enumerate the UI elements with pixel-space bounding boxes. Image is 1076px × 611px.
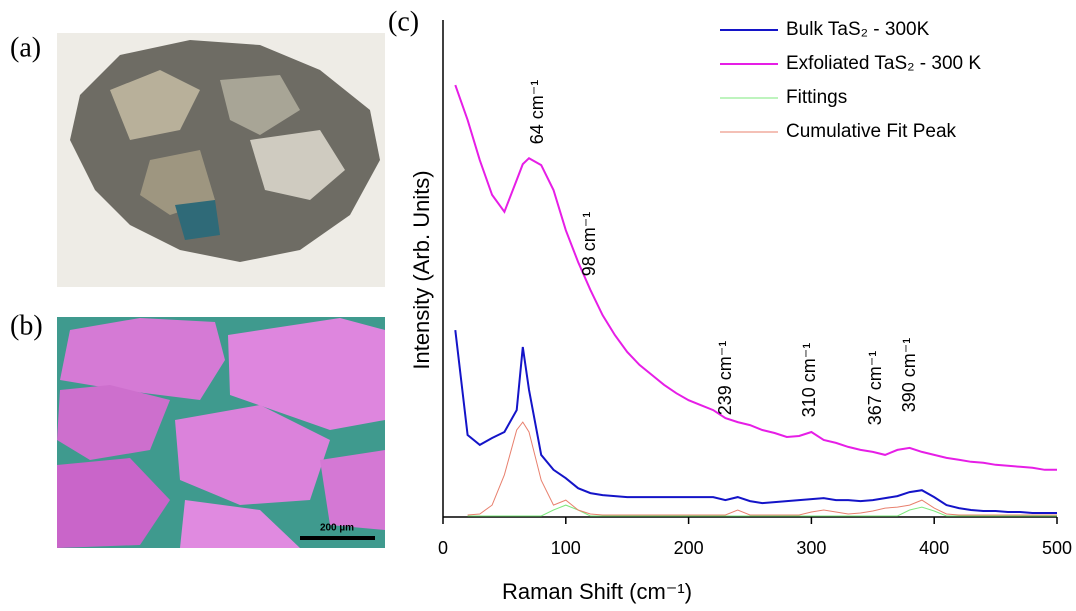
panel-label: (b) bbox=[10, 310, 43, 341]
legend-label: Fittings bbox=[786, 87, 847, 108]
legend-label: Bulk TaS₂ - 300K bbox=[786, 19, 930, 40]
series-line bbox=[468, 422, 1057, 515]
peak-annotation: 367 cm⁻¹ bbox=[865, 351, 885, 426]
peak-annotation: 239 cm⁻¹ bbox=[715, 341, 735, 416]
x-tick-label: 100 bbox=[551, 538, 581, 558]
y-axis-label: Intensity (Arb. Units) bbox=[409, 170, 434, 369]
panel-label: (a) bbox=[10, 32, 41, 63]
figure: 200 µm (a) (b) (c) Raman Shift (cm⁻¹) In… bbox=[0, 0, 1076, 611]
peak-annotation: 390 cm⁻¹ bbox=[899, 338, 919, 413]
x-tick-label: 300 bbox=[796, 538, 826, 558]
x-axis-label: Raman Shift (cm⁻¹) bbox=[502, 579, 692, 604]
peak-annotation: 310 cm⁻¹ bbox=[799, 343, 819, 418]
panel-label: (c) bbox=[388, 6, 419, 37]
series-line bbox=[455, 330, 1057, 513]
peak-annotation: 98 cm⁻¹ bbox=[579, 212, 599, 277]
photo-a bbox=[57, 33, 385, 287]
x-tick-label: 500 bbox=[1042, 538, 1072, 558]
x-tick-label: 0 bbox=[438, 538, 448, 558]
peak-annotation: 64 cm⁻¹ bbox=[527, 80, 547, 145]
scale-bar-label: 200 µm bbox=[320, 523, 354, 534]
x-tick-label: 200 bbox=[674, 538, 704, 558]
photo-b: 200 µm bbox=[57, 317, 385, 548]
legend-label: Cumulative Fit Peak bbox=[786, 121, 957, 142]
legend-label: Exfoliated TaS₂ - 300 K bbox=[786, 53, 981, 74]
x-tick-label: 400 bbox=[919, 538, 949, 558]
